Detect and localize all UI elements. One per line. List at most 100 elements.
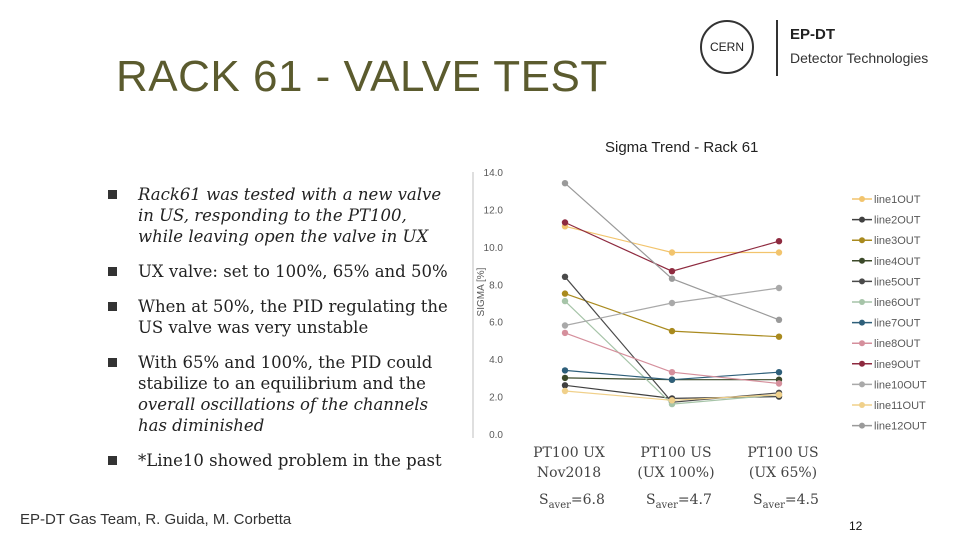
bullet-text: When at 50%, the PID regulating the US v… bbox=[138, 297, 448, 337]
logo-group: Detector Technologies bbox=[790, 50, 929, 66]
legend-label: line4OUT bbox=[874, 256, 921, 268]
legend-swatch-point bbox=[859, 319, 865, 326]
series-line-line8OUT bbox=[564, 332, 780, 385]
saver-value: =6.8 bbox=[570, 492, 605, 508]
legend-label: line2OUT bbox=[874, 215, 921, 227]
y-tick-label: 12.0 bbox=[484, 205, 504, 216]
bullet-marker bbox=[108, 190, 117, 199]
y-tick-label: 10.0 bbox=[484, 243, 504, 254]
saver-symbol: S bbox=[646, 492, 656, 508]
legend-label: line1OUT bbox=[874, 194, 921, 206]
data-point-line8OUT bbox=[668, 369, 676, 376]
legend-label: line11OUT bbox=[874, 400, 926, 412]
data-point-line1OUT bbox=[668, 249, 676, 256]
bullet-marker bbox=[108, 358, 117, 367]
saver-value: =4.5 bbox=[784, 492, 819, 508]
legend-label: line7OUT bbox=[874, 318, 921, 330]
legend-swatch-point bbox=[859, 237, 865, 244]
bullet-text-italic: overall oscillations of the channels has… bbox=[138, 395, 429, 435]
data-point-line5OUT bbox=[561, 273, 569, 280]
saver-subscript: aver bbox=[548, 499, 571, 511]
x-category-label-line: (UX 100%) bbox=[637, 465, 715, 481]
series-line-line1OUT bbox=[564, 225, 779, 254]
data-point-line6OUT bbox=[561, 297, 569, 305]
bullet-item: *Line10 showed problem in the past bbox=[108, 450, 448, 471]
x-category-label-line: (UX 65%) bbox=[748, 465, 818, 481]
legend-label: line9OUT bbox=[874, 359, 921, 371]
page-number: 12 bbox=[849, 519, 863, 533]
data-point-line8OUT bbox=[561, 329, 569, 337]
legend-swatch-point bbox=[859, 360, 865, 367]
slide-title: RACK 61 - VALVE TEST bbox=[116, 52, 608, 101]
legend-swatch-point bbox=[859, 299, 865, 305]
legend-label: line3OUT bbox=[874, 235, 921, 247]
bullet-item: Rack61 was tested with a new valve in US… bbox=[108, 184, 448, 247]
data-point-line10OUT bbox=[668, 299, 676, 307]
legend-swatch-point bbox=[859, 402, 865, 408]
y-tick-label: 8.0 bbox=[489, 280, 503, 291]
bullet-marker bbox=[108, 267, 117, 276]
data-point-line7OUT bbox=[561, 367, 569, 374]
y-tick-label: 0.0 bbox=[489, 430, 503, 441]
bullet-marker bbox=[108, 456, 117, 465]
legend-swatch-point bbox=[859, 381, 865, 388]
data-point-line3OUT bbox=[668, 327, 676, 335]
y-tick-label: 14.0 bbox=[484, 168, 504, 179]
footer-credits: EP-DT Gas Team, R. Guida, M. Corbetta bbox=[20, 511, 292, 528]
bullet-text: Rack61 was tested with a new valve in US… bbox=[138, 185, 442, 246]
saver-value: =4.7 bbox=[677, 492, 712, 508]
data-point-line2OUT bbox=[561, 382, 569, 389]
x-category-label-line: Nov2018 bbox=[536, 465, 602, 481]
legend-swatch-point bbox=[859, 278, 865, 285]
y-tick-label: 2.0 bbox=[489, 393, 503, 404]
legend-label: line6OUT bbox=[874, 297, 921, 309]
x-category-label-line: PT100 US bbox=[747, 445, 819, 461]
cern-logo: CERN EP-DT Detector Technologies bbox=[700, 18, 950, 78]
data-point-line11OUT bbox=[561, 387, 569, 395]
data-point-line12OUT bbox=[561, 180, 569, 187]
bullet-item: UX valve: set to 100%, 65% and 50% bbox=[108, 261, 448, 282]
legend-swatch-point bbox=[859, 340, 865, 347]
data-point-line11OUT bbox=[668, 397, 676, 404]
data-point-line9OUT bbox=[561, 219, 569, 226]
saver-label: Saver=6.8 bbox=[539, 492, 605, 511]
saver-subscript: aver bbox=[762, 499, 785, 511]
cern-logo-mark: CERN bbox=[700, 20, 754, 74]
legend-swatch-point bbox=[859, 196, 865, 202]
data-point-line12OUT bbox=[775, 316, 783, 323]
data-point-line7OUT bbox=[775, 369, 783, 376]
series-line-line9OUT bbox=[564, 221, 780, 272]
saver-symbol: S bbox=[539, 492, 549, 508]
legend-swatch-point bbox=[859, 257, 865, 264]
legend-label: line8OUT bbox=[874, 338, 921, 350]
y-tick-label: 4.0 bbox=[489, 355, 503, 366]
legend-label: line5OUT bbox=[874, 276, 921, 288]
bullet-marker bbox=[108, 302, 117, 311]
x-category-label-line: PT100 UX bbox=[533, 445, 605, 461]
bullet-item: With 65% and 100%, the PID could stabili… bbox=[108, 352, 448, 436]
saver-symbol: S bbox=[753, 492, 763, 508]
data-point-line4OUT bbox=[561, 374, 569, 382]
legend-label: line10OUT bbox=[874, 379, 927, 391]
x-category-label: PT100 US (UX 65%) bbox=[723, 443, 843, 483]
saver-label: Saver=4.5 bbox=[753, 492, 819, 511]
data-point-line3OUT bbox=[775, 333, 783, 340]
legend-label: line12OUT bbox=[874, 421, 927, 433]
x-category-label-line: PT100 US bbox=[640, 445, 712, 461]
y-axis-label: SIGMA [%] bbox=[476, 267, 487, 316]
saver-subscript: aver bbox=[655, 499, 678, 511]
logo-department: EP-DT bbox=[790, 26, 835, 43]
data-point-line12OUT bbox=[668, 275, 676, 282]
data-point-line9OUT bbox=[668, 268, 676, 275]
bullet-list: Rack61 was tested with a new valve in US… bbox=[108, 184, 448, 485]
y-tick-label: 6.0 bbox=[489, 318, 503, 329]
x-category-label: PT100 US (UX 100%) bbox=[616, 443, 736, 483]
saver-label: Saver=4.7 bbox=[646, 492, 712, 511]
data-point-line8OUT bbox=[775, 380, 783, 387]
data-point-line9OUT bbox=[775, 238, 783, 245]
data-point-line3OUT bbox=[561, 290, 569, 297]
data-point-line10OUT bbox=[561, 322, 569, 329]
x-category-label: PT100 UX Nov2018 bbox=[509, 443, 629, 483]
series-line-line10OUT bbox=[564, 287, 780, 327]
